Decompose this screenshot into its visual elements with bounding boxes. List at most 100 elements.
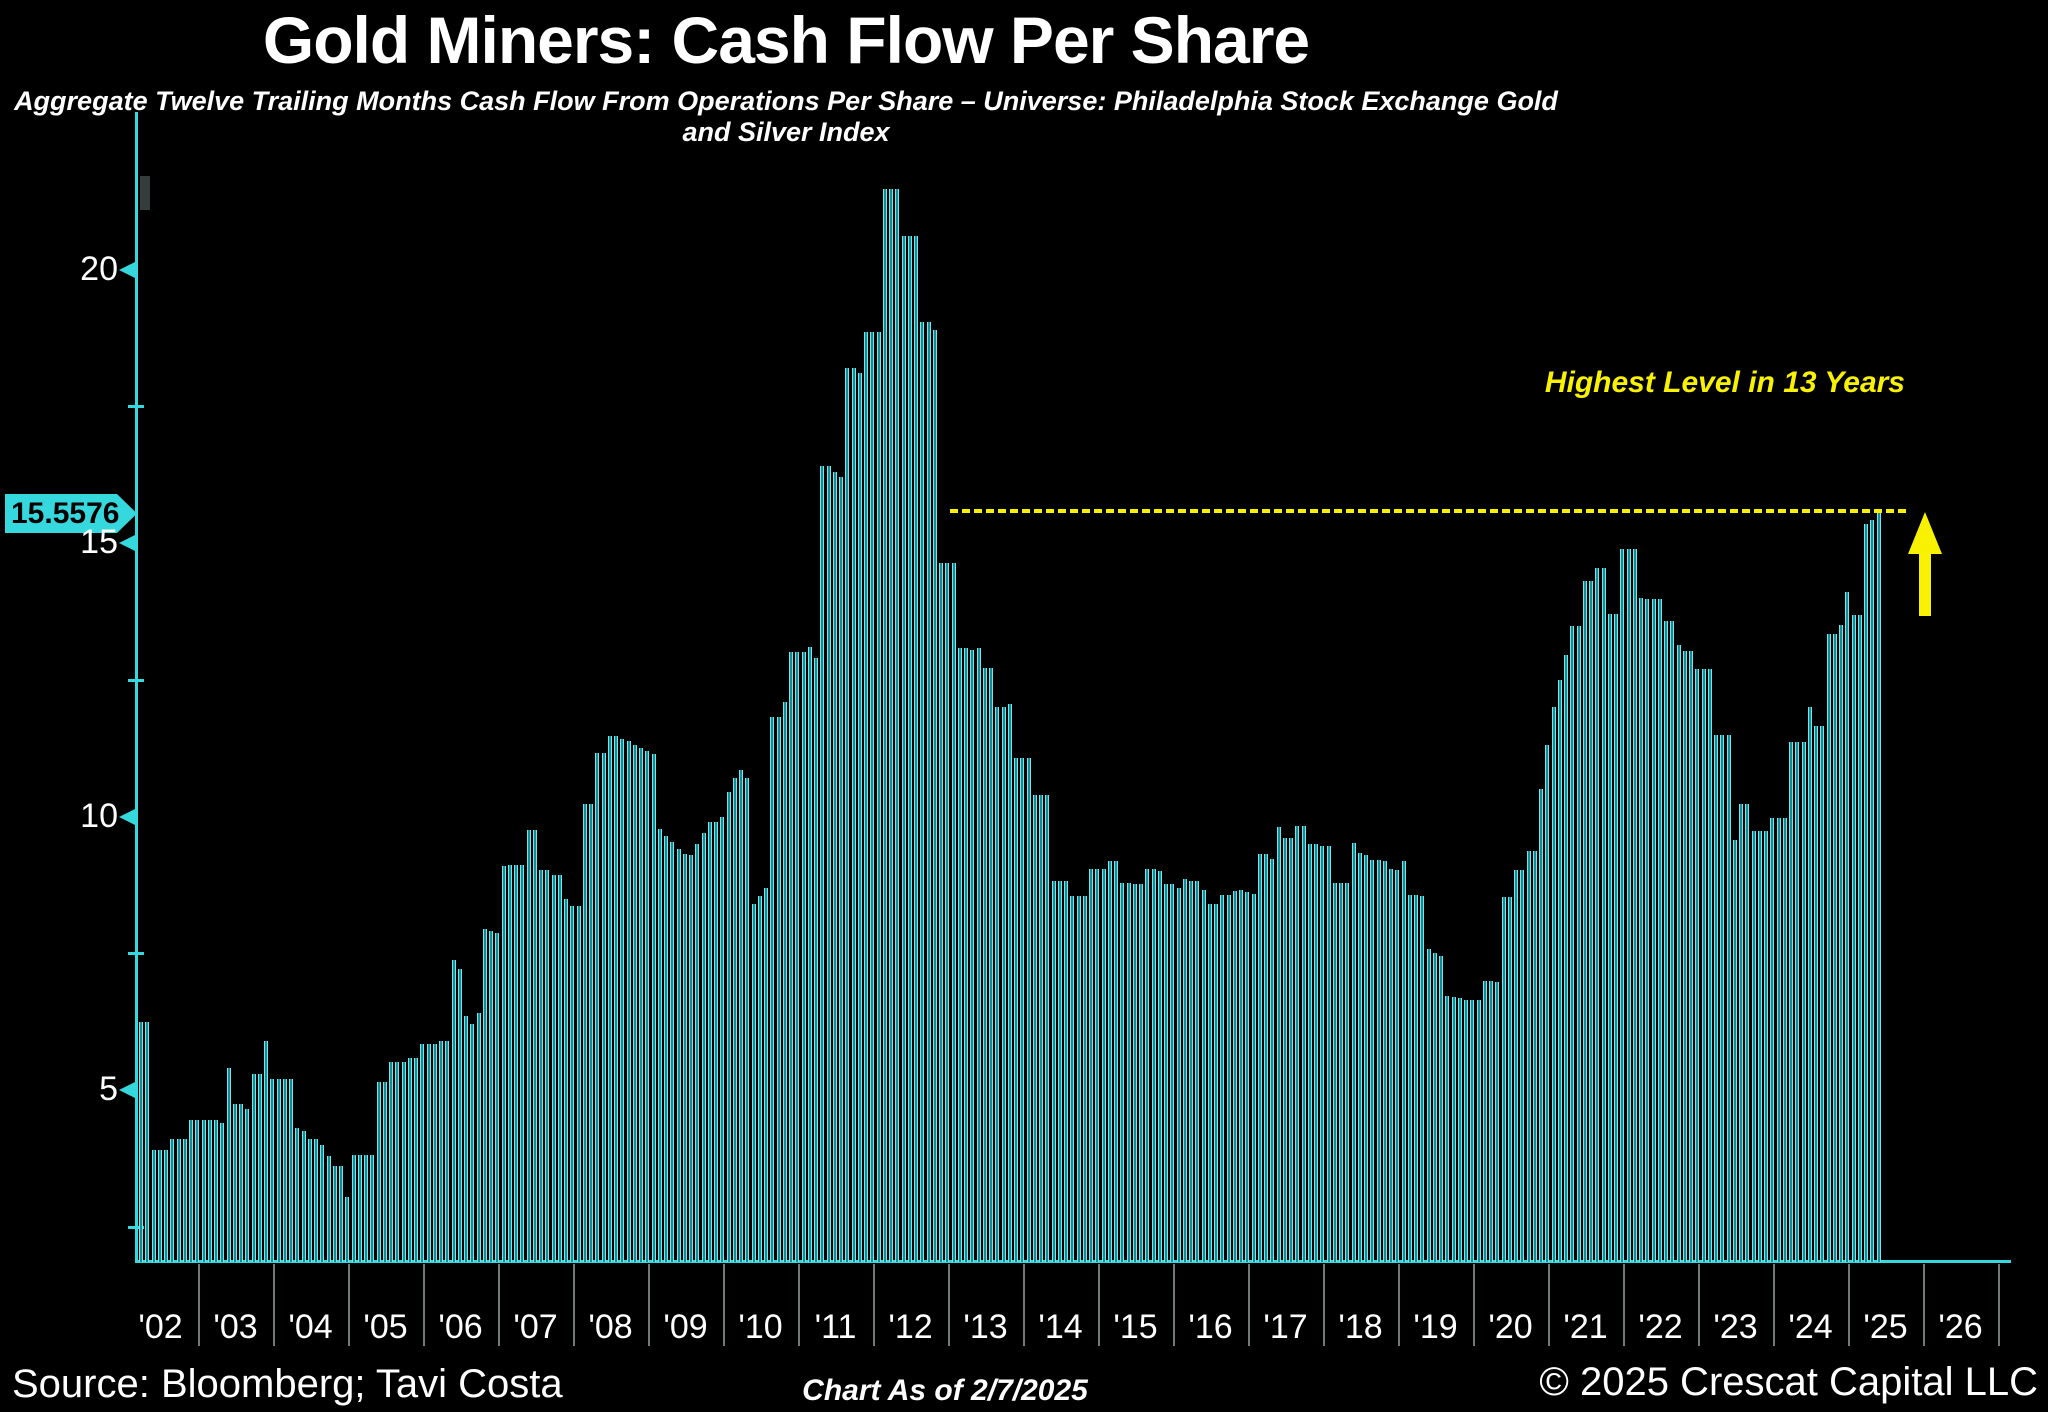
bar xyxy=(964,648,968,1262)
bar xyxy=(401,1061,406,1262)
bar xyxy=(1107,861,1112,1262)
bar xyxy=(839,477,843,1262)
bar xyxy=(864,332,868,1262)
bar xyxy=(451,959,456,1262)
bar xyxy=(151,1150,156,1262)
y-axis-line xyxy=(135,112,138,1262)
bar xyxy=(1064,881,1068,1262)
bar xyxy=(476,1013,481,1262)
y-tick-label: 10 xyxy=(80,796,118,835)
bar xyxy=(1507,896,1512,1262)
bar xyxy=(1701,669,1706,1262)
bar xyxy=(1301,825,1306,1262)
x-year-separator xyxy=(1997,1264,2000,1346)
as-of-date: Chart As of 2/7/2025 xyxy=(802,1374,1088,1407)
bar xyxy=(307,1139,312,1262)
bar xyxy=(682,853,687,1262)
bar xyxy=(157,1150,162,1262)
bar xyxy=(176,1139,181,1262)
bar xyxy=(282,1079,287,1262)
bar xyxy=(1382,861,1387,1262)
bar xyxy=(1620,548,1625,1262)
x-year-separator xyxy=(1022,1264,1025,1346)
bar xyxy=(1239,890,1243,1262)
bar xyxy=(264,1040,268,1262)
y-minor-tick xyxy=(128,405,144,409)
x-year-separator xyxy=(872,1264,875,1346)
bar xyxy=(445,1040,450,1262)
bar xyxy=(1145,869,1150,1262)
bar xyxy=(1639,597,1643,1262)
bar xyxy=(1845,592,1850,1262)
bar xyxy=(820,466,825,1262)
bar xyxy=(182,1139,187,1262)
bar xyxy=(1351,842,1356,1262)
bar xyxy=(807,646,812,1262)
bar xyxy=(1414,894,1418,1262)
x-year-separator xyxy=(1772,1264,1775,1346)
bar xyxy=(320,1144,325,1262)
bar xyxy=(945,563,950,1262)
bar xyxy=(557,875,562,1262)
bar xyxy=(164,1150,168,1262)
x-year-label: '22 xyxy=(1638,1308,1683,1346)
bar xyxy=(1657,599,1662,1262)
bar xyxy=(707,822,712,1262)
bar xyxy=(232,1103,237,1262)
bar xyxy=(670,842,675,1262)
bar xyxy=(1589,581,1593,1262)
bar xyxy=(1801,742,1806,1262)
bar xyxy=(1007,704,1012,1262)
bar xyxy=(1182,879,1187,1262)
bar xyxy=(1426,948,1431,1262)
bar xyxy=(301,1131,306,1262)
last-value-badge: 15.5576 xyxy=(5,494,137,533)
y-minor-tick xyxy=(128,1225,144,1229)
bar xyxy=(520,865,525,1262)
bar xyxy=(532,830,537,1262)
bar xyxy=(1314,844,1318,1262)
bar xyxy=(1120,882,1125,1262)
bar xyxy=(1720,735,1725,1262)
bar xyxy=(1739,803,1743,1262)
bar xyxy=(1264,854,1268,1262)
bar xyxy=(414,1058,418,1262)
bar xyxy=(376,1081,381,1262)
bar xyxy=(1595,567,1600,1262)
bar xyxy=(851,368,856,1262)
bar xyxy=(845,368,850,1262)
bar xyxy=(901,235,906,1262)
bar xyxy=(295,1128,300,1262)
bar xyxy=(1389,868,1393,1262)
bar xyxy=(832,471,837,1262)
bar xyxy=(870,332,875,1262)
y-tick-marker xyxy=(119,807,137,826)
bar xyxy=(1539,789,1543,1262)
x-year-label: '25 xyxy=(1863,1308,1908,1346)
bar xyxy=(226,1068,231,1262)
bar xyxy=(1207,904,1212,1262)
bar xyxy=(1189,880,1193,1262)
bar xyxy=(1757,830,1762,1262)
bar xyxy=(551,875,556,1262)
x-year-label: '11 xyxy=(814,1308,857,1346)
bar xyxy=(539,869,543,1262)
bar xyxy=(1307,844,1312,1262)
bar xyxy=(632,744,637,1262)
bar xyxy=(620,738,625,1262)
bar xyxy=(270,1079,275,1262)
bar xyxy=(1864,524,1868,1262)
bar xyxy=(1170,884,1175,1262)
bar xyxy=(701,832,706,1262)
bar xyxy=(207,1120,212,1262)
bar xyxy=(1457,998,1462,1262)
bar xyxy=(1395,869,1400,1262)
x-year-separator xyxy=(1322,1264,1325,1346)
y-minor-tick xyxy=(128,678,144,682)
bar xyxy=(939,563,943,1262)
bar xyxy=(607,736,612,1262)
bar xyxy=(1114,861,1118,1262)
bar xyxy=(1357,853,1362,1262)
bar xyxy=(407,1058,412,1262)
x-year-separator xyxy=(1247,1264,1250,1346)
